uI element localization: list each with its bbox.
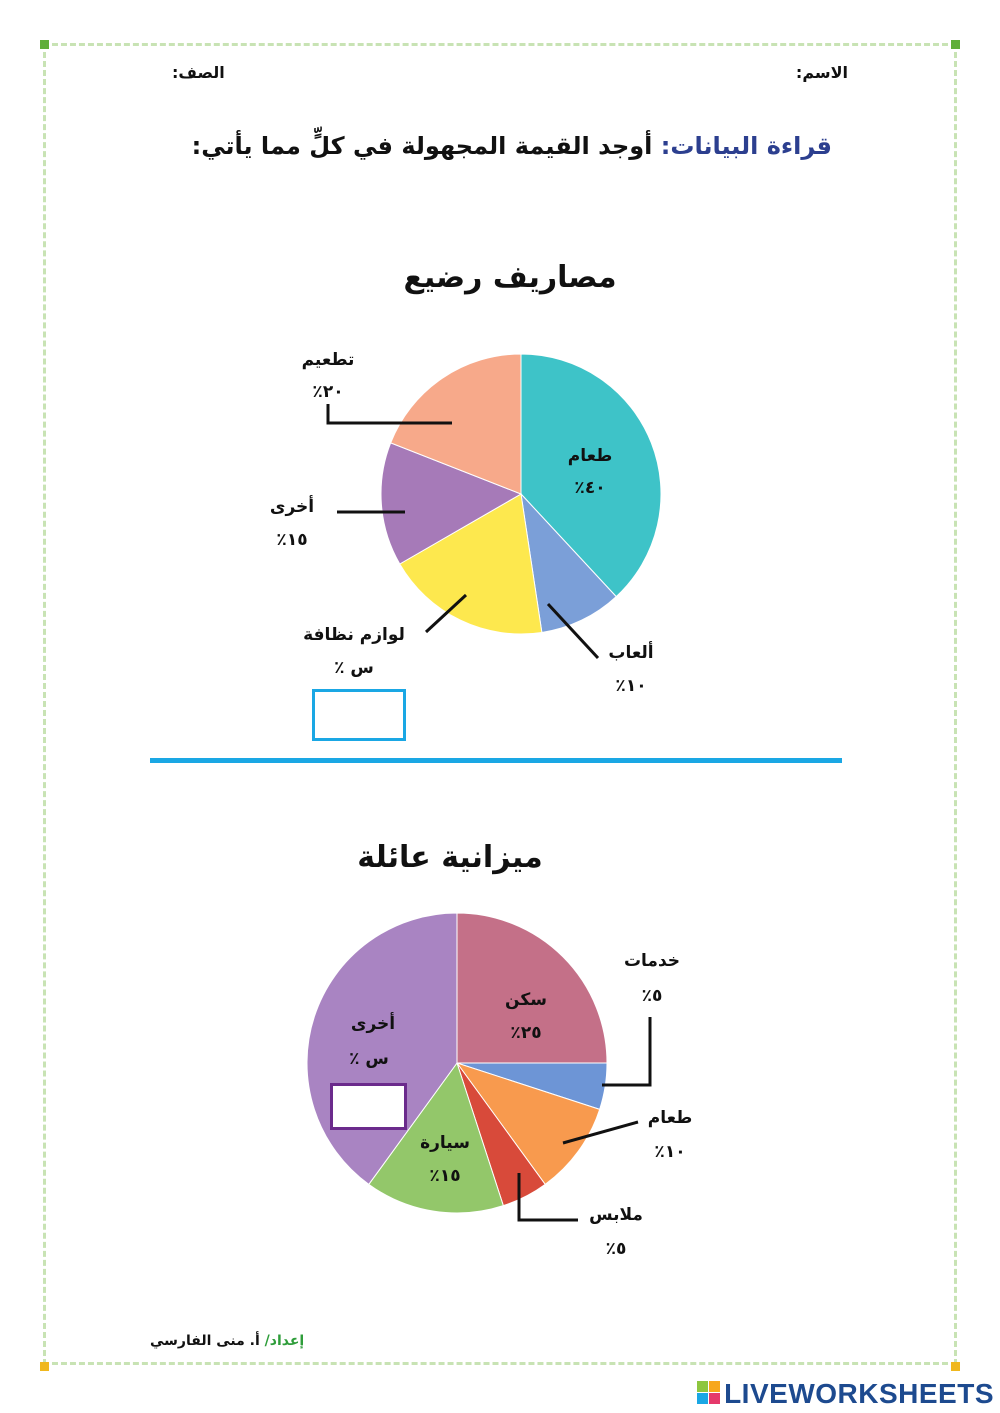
chart1-label-name: طعام xyxy=(567,446,613,466)
chart2-label-value: ٢٥٪ xyxy=(510,1023,542,1043)
chart2-label-name: طعام xyxy=(647,1108,693,1128)
chart2-label-name: خدمات xyxy=(623,951,681,971)
pie-slice xyxy=(399,493,543,635)
answer-input-chart2[interactable] xyxy=(330,1083,407,1130)
chart2-label-value: ٥٪ xyxy=(605,1239,627,1259)
instruction: قراءة البيانات: أوجد القيمة المجهولة في … xyxy=(192,132,832,160)
class-label: الصف: xyxy=(172,63,225,82)
chart2-label-value: س ٪ xyxy=(349,1049,389,1069)
chart2-label-value: ١٥٪ xyxy=(429,1166,461,1186)
chart2-label-name: ملابس xyxy=(589,1205,643,1225)
leader-line xyxy=(602,1017,652,1087)
corner-marker xyxy=(951,1362,960,1371)
footer-author: أ. منى الفارسي xyxy=(150,1333,260,1349)
chart1-title: مصاريف رضيع xyxy=(403,260,617,295)
chart1-label-name: لوازم نظافة xyxy=(303,625,405,645)
pie-slice xyxy=(380,442,523,565)
chart2-label-value: ٥٪ xyxy=(641,986,663,1006)
leader-line xyxy=(562,1120,639,1145)
chart2-label-name: سيارة xyxy=(420,1133,470,1153)
chart1-label-name: ألعاب xyxy=(608,643,654,663)
leader-line xyxy=(546,602,600,660)
name-label: الاسم: xyxy=(795,63,848,82)
section-divider xyxy=(150,758,842,763)
chart1-label-name: تطعيم xyxy=(301,350,355,370)
leader-line xyxy=(517,1173,578,1222)
pie-slice xyxy=(455,1062,601,1186)
pie-slice xyxy=(520,353,662,598)
chart1-label-name: أخرى xyxy=(269,497,315,517)
chart1-label-value: ٢٠٪ xyxy=(312,382,344,402)
pie-slice xyxy=(456,912,608,1064)
pie-slice xyxy=(368,1061,504,1214)
footer-credit: إعداد/ أ. منى الفارسي xyxy=(150,1333,304,1349)
chart2-title: ميزانية عائلة xyxy=(357,840,543,875)
leader-line xyxy=(326,404,452,425)
chart1-label-value: ٤٠٪ xyxy=(574,478,606,498)
liveworksheets-logo-icon xyxy=(697,1381,721,1405)
pie-slice xyxy=(520,492,617,634)
chart1-label-value: س ٪ xyxy=(334,658,374,678)
chart2-label-value: ١٠٪ xyxy=(654,1142,686,1162)
corner-marker xyxy=(40,1362,49,1371)
answer-input-chart1[interactable] xyxy=(312,689,406,741)
chart1-label-value: ١٥٪ xyxy=(276,530,308,550)
corner-marker xyxy=(40,40,49,49)
chart2-label-name: سكن xyxy=(505,990,547,1010)
chart2-label-name: أخرى xyxy=(350,1014,396,1034)
pie-slice xyxy=(390,353,522,495)
chart1-label-value: ١٠٪ xyxy=(615,676,647,696)
corner-marker xyxy=(951,40,960,49)
liveworksheets-watermark: LIVEWORKSHEETS xyxy=(724,1378,994,1409)
leader-line xyxy=(424,593,468,634)
page-border xyxy=(43,43,957,1365)
pie-chart-infant-expenses xyxy=(380,353,662,635)
instruction-text: أوجد القيمة المجهولة في كلٍّ مما يأتي: xyxy=(191,132,653,160)
footer-prefix: إعداد/ xyxy=(264,1333,305,1349)
instruction-lead: قراءة البيانات: xyxy=(660,132,832,160)
